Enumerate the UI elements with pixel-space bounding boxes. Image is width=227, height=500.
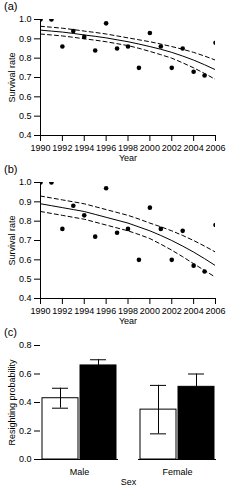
html-text:(c): (c) [4, 326, 17, 338]
svg-text:2006: 2006 [205, 306, 225, 316]
svg-text:2002: 2002 [162, 306, 182, 316]
svg-text:Resighting probability: Resighting probability [7, 359, 17, 446]
svg-text:0.7: 0.7 [19, 235, 32, 245]
svg-text:Male: Male [70, 467, 90, 477]
svg-text:Survival rate: Survival rate [7, 52, 17, 102]
svg-text:1990: 1990 [30, 143, 50, 153]
svg-text:2000: 2000 [140, 306, 160, 316]
svg-text:2004: 2004 [184, 143, 204, 153]
svg-text:1992: 1992 [52, 143, 72, 153]
svg-text:0.6: 0.6 [19, 92, 32, 102]
svg-text:0.9: 0.9 [19, 197, 32, 207]
svg-text:1998: 1998 [118, 306, 138, 316]
svg-text:0.2: 0.2 [19, 426, 32, 436]
svg-text:0.8: 0.8 [19, 53, 32, 63]
svg-text:1996: 1996 [96, 306, 116, 316]
svg-text:0.8: 0.8 [19, 216, 32, 226]
svg-text:1.0: 1.0 [19, 14, 32, 24]
html-text:(a): (a) [4, 0, 18, 12]
svg-text:Female: Female [162, 467, 192, 477]
svg-text:0.6: 0.6 [19, 369, 32, 379]
svg-text:0.7: 0.7 [19, 72, 32, 82]
svg-text:2002: 2002 [162, 143, 182, 153]
svg-text:0.8: 0.8 [19, 340, 32, 350]
svg-text:1994: 1994 [74, 143, 94, 153]
svg-text:0.4: 0.4 [19, 130, 32, 140]
svg-text:0.4: 0.4 [19, 397, 32, 407]
svg-text:Year: Year [119, 153, 137, 163]
svg-text:1.0: 1.0 [19, 177, 32, 187]
svg-text:1998: 1998 [118, 143, 138, 153]
svg-text:0.5: 0.5 [19, 274, 32, 284]
svg-text:2004: 2004 [184, 306, 204, 316]
svg-text:1992: 1992 [52, 306, 72, 316]
svg-text:Year: Year [119, 316, 137, 326]
svg-text:0.6: 0.6 [19, 255, 32, 265]
svg-text:0.9: 0.9 [19, 34, 32, 44]
svg-text:Survival rate: Survival rate [7, 215, 17, 265]
svg-text:0.0: 0.0 [19, 454, 32, 464]
svg-text:Sex: Sex [121, 477, 137, 487]
html-text:(b): (b) [4, 163, 18, 175]
svg-text:1996: 1996 [96, 143, 116, 153]
svg-text:1994: 1994 [74, 306, 94, 316]
svg-text:2006: 2006 [205, 143, 225, 153]
svg-text:0.5: 0.5 [19, 111, 32, 121]
svg-text:1990: 1990 [30, 306, 50, 316]
svg-text:0.4: 0.4 [19, 293, 32, 303]
svg-text:2000: 2000 [140, 143, 160, 153]
